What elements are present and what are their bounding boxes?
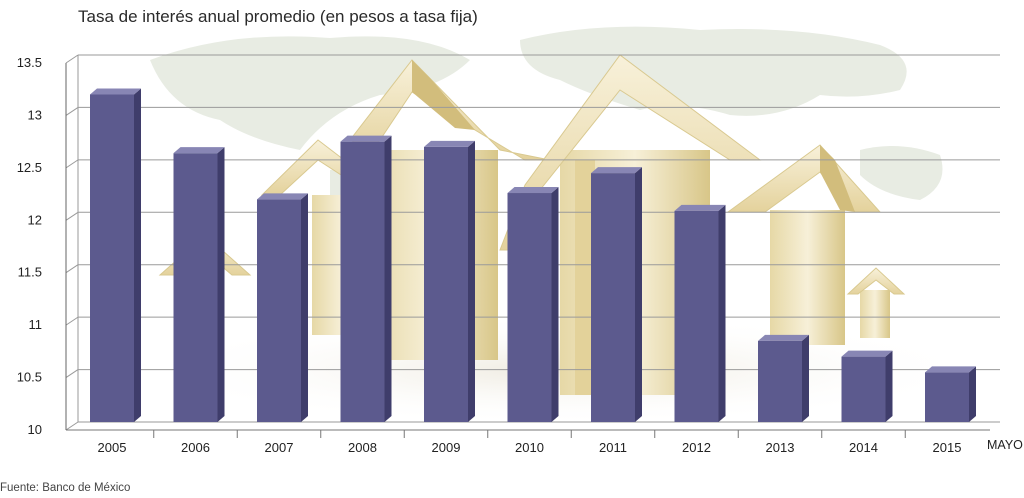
bar-top (591, 167, 642, 174)
gridline-depth (65, 107, 79, 116)
gridline-depth (65, 54, 79, 64)
bar-2006 (173, 147, 225, 423)
x-tick-label: 2010 (515, 440, 544, 455)
y-tick-label: 13 (28, 107, 42, 122)
bar-top (257, 193, 308, 200)
bar-front (591, 173, 635, 422)
bar-top (841, 350, 893, 357)
bar-side (969, 366, 976, 422)
gridline-depth (65, 369, 79, 378)
bar-2015 (925, 366, 976, 422)
source-note: Fuente: Banco de México (0, 482, 131, 494)
bar-top (340, 135, 392, 142)
x-axis: 2005 2006 2007 2008 2009 2010 2011 2012 2013 2014… (98, 430, 962, 455)
house-icon (726, 144, 882, 345)
bar-2013 (758, 334, 809, 422)
bar-front (758, 340, 802, 422)
x-tick-label: 2014 (849, 440, 878, 455)
bar-front (340, 141, 385, 422)
x-tick-label: 2006 (181, 440, 210, 455)
bar-top (758, 334, 809, 341)
bar-side (885, 350, 893, 422)
y-tick-label: 12.5 (17, 160, 42, 175)
x-tick-label: 2008 (348, 440, 377, 455)
x-tick-label: 2013 (766, 440, 795, 455)
bar-2011 (591, 167, 642, 422)
gridline-depth (65, 264, 79, 274)
y-axis: 10 10.5 11 11.5 12 12.5 13 13.5 (17, 55, 990, 437)
bar-front (257, 199, 301, 422)
bar-top (173, 147, 225, 154)
bar-front (925, 372, 969, 422)
y-tick-label: 11.5 (18, 265, 42, 280)
y-tick-label: 10.5 (17, 370, 42, 385)
bar-2014 (841, 350, 893, 422)
bar-side (802, 334, 809, 422)
bar-front (507, 193, 552, 422)
bar-side (718, 204, 726, 422)
gridline-depth (65, 211, 79, 221)
bar-side (384, 135, 392, 422)
bar-front (424, 146, 468, 422)
x-tick-label: 2011 (599, 440, 627, 455)
chart-title: Tasa de interés anual promedio (en pesos… (78, 7, 478, 26)
house-icon (846, 267, 906, 338)
month-annotation: MAYO (987, 438, 1023, 452)
x-tick-label: 2005 (98, 440, 127, 455)
gridline-depth (65, 421, 79, 431)
bar-top (925, 366, 976, 373)
gridline-depth (65, 316, 79, 326)
bar-side (635, 167, 642, 422)
bar-2005 (90, 88, 141, 422)
bar-side (468, 140, 475, 422)
bars (90, 88, 976, 423)
bar-2010 (507, 187, 559, 422)
bar-side (301, 193, 308, 422)
bar-2008 (340, 135, 392, 422)
bar-front (674, 210, 719, 422)
bar-front (173, 153, 218, 423)
bar-top (424, 140, 475, 147)
bar-top (674, 204, 726, 211)
bar-top (507, 187, 559, 194)
x-tick-label: 2007 (265, 440, 294, 455)
bar-2009 (424, 140, 475, 422)
x-tick-label: 2015 (933, 440, 962, 455)
y-tick-label: 13.5 (17, 55, 42, 70)
x-tick-label: 2012 (682, 440, 711, 455)
x-tick-label: 2009 (432, 440, 461, 455)
gridline-depth (65, 159, 79, 169)
y-tick-label: 10 (28, 422, 42, 437)
bar-2007 (257, 193, 308, 422)
bar-side (134, 88, 141, 422)
bar-side (551, 187, 559, 422)
bar-side (217, 147, 225, 423)
bar-front (841, 356, 886, 422)
y-tick-label: 11 (29, 317, 43, 332)
bar-2012 (674, 204, 726, 422)
bar-top (90, 88, 141, 95)
y-tick-label: 12 (28, 212, 42, 227)
bar-front (90, 94, 134, 422)
